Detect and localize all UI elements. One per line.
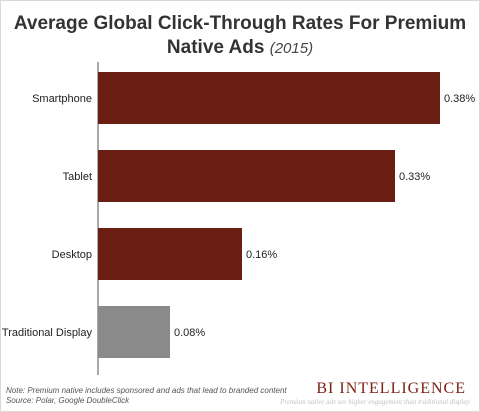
category-label: Smartphone [32,93,92,105]
title-line-1: Average Global Click-Through Rates For P… [13,13,467,34]
bar-traditional-display [98,306,170,358]
bar-smartphone [98,72,440,124]
title-line-2: Native Ads (2015) [0,36,480,61]
category-label: Tablet [63,171,92,183]
note-text: Note: Premium native includes sponsored … [6,386,287,395]
data-label: 0.38% [444,93,475,105]
title-main-part: Native Ads [166,37,265,58]
brand-subtitle: Premium native ads see higher engagement… [280,398,470,406]
source-text: Source: Polar, Google DoubleClick [6,396,130,405]
bar-chart: Smartphone 0.38% Tablet 0.33% Desktop 0.16% Tr… [2,62,475,375]
title-year: (2015) [269,40,314,57]
brand-logo: BI INTELLIGENCE [316,380,466,397]
data-label: 0.08% [174,327,205,339]
footnote: Note: Premium native includes sponsored … [6,386,287,406]
category-label: Desktop [52,249,92,261]
bar-tablet [98,150,395,202]
chart-title: Average Global Click-Through Rates For P… [0,12,480,61]
bar-desktop [98,228,242,280]
data-label: 0.16% [246,249,277,261]
category-label: Traditional Display [2,327,93,339]
data-label: 0.33% [399,171,430,183]
